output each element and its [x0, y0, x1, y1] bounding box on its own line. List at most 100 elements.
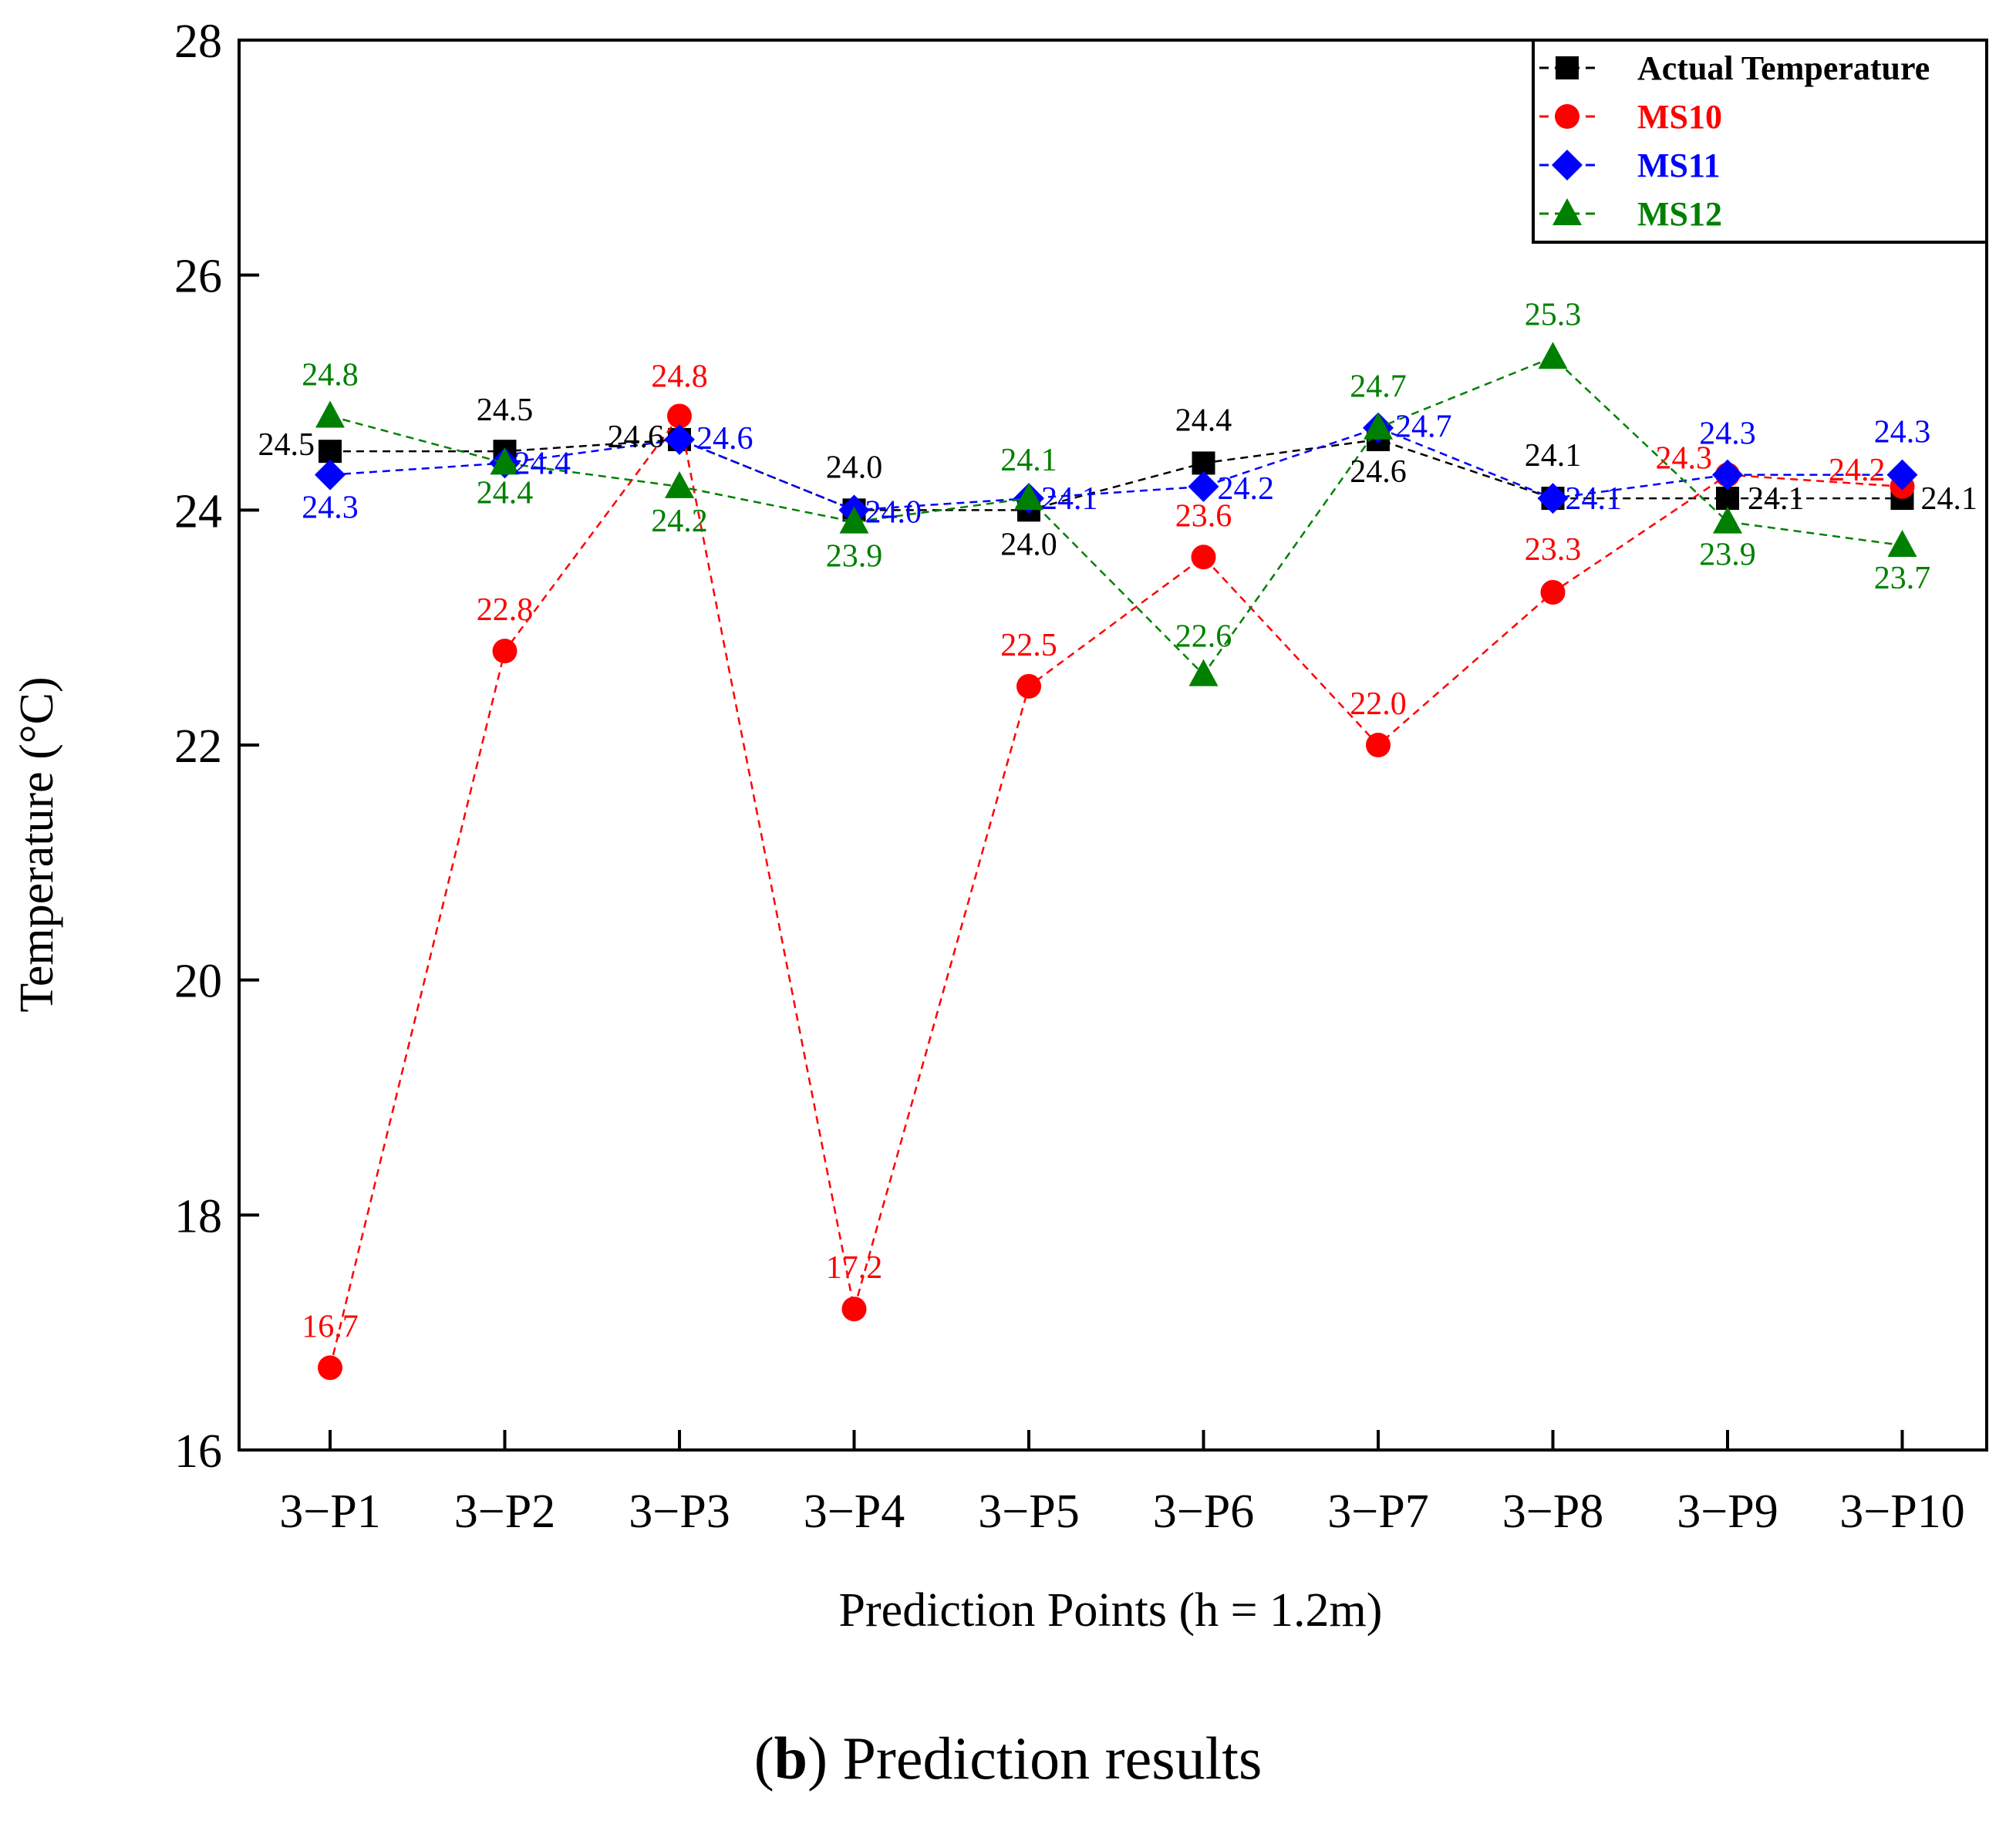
legend-entry: Actual Temperature — [1637, 49, 1930, 87]
data-point-marker — [1016, 673, 1041, 699]
data-label: 22.5 — [1000, 628, 1057, 663]
series-line — [329, 356, 1903, 676]
x-tick-label: 3−P8 — [1502, 1485, 1603, 1538]
data-label: 24.1 — [1748, 481, 1805, 517]
legend-marker — [1552, 150, 1583, 180]
data-label: 24.4 — [1175, 403, 1232, 438]
data-label: 22.8 — [477, 592, 534, 628]
data-point-marker — [1716, 487, 1739, 511]
data-label: 17.2 — [826, 1250, 883, 1286]
data-label: 24.6 — [608, 420, 665, 455]
data-point-marker — [319, 440, 342, 464]
data-label: 24.0 — [865, 494, 922, 530]
data-point-marker — [1366, 733, 1391, 757]
data-point-marker — [490, 447, 520, 475]
legend-marker — [1556, 56, 1579, 79]
data-label: 22.6 — [1175, 619, 1232, 655]
data-label: 23.7 — [1874, 561, 1931, 596]
data-label: 24.2 — [651, 504, 708, 539]
data-label: 24.1 — [1921, 481, 1978, 517]
data-point-marker — [1191, 545, 1216, 570]
legend-box — [1532, 39, 1988, 244]
data-label: 24.6 — [1350, 454, 1407, 490]
data-label: 24.6 — [696, 421, 753, 457]
legend: Actual Temperature MS10 MS11 MS12 — [1532, 39, 1988, 244]
series-line — [329, 427, 1903, 511]
x-axis-title: Prediction Points (h = 1.2m) — [839, 1584, 1383, 1637]
legend-entry: MS10 — [1637, 98, 1722, 136]
data-label: 24.4 — [514, 446, 571, 481]
data-label: 24.7 — [1350, 369, 1407, 405]
data-label: 24.3 — [1874, 415, 1931, 450]
series-line — [330, 438, 1903, 511]
data-label: 24.8 — [302, 357, 359, 393]
y-tick-label: 16 — [174, 1425, 222, 1478]
data-label: 24.5 — [477, 393, 534, 428]
data-label: 24.1 — [1566, 481, 1623, 517]
data-point-marker — [1887, 530, 1917, 558]
x-tick-label: 3−P4 — [804, 1485, 905, 1538]
y-axis-title: Temperature (°C) — [11, 676, 63, 1012]
data-point-marker — [1712, 459, 1743, 491]
data-point-marker — [667, 403, 692, 429]
data-point-marker — [315, 459, 346, 491]
data-point-marker — [1188, 470, 1219, 502]
figure-caption: (b) Prediction results — [753, 1725, 1263, 1792]
x-tick-label: 3−P7 — [1327, 1485, 1428, 1538]
data-label: 23.6 — [1175, 498, 1232, 534]
legend-entry: MS11 — [1637, 147, 1721, 184]
data-point-marker — [1713, 506, 1742, 534]
x-tick-label: 3−P3 — [629, 1485, 730, 1538]
data-label: 24.4 — [477, 475, 534, 511]
y-tick-label: 26 — [174, 251, 222, 303]
data-label: 24.1 — [1041, 481, 1098, 517]
data-label: 24.2 — [1829, 453, 1886, 488]
data-label: 23.9 — [826, 539, 883, 575]
data-point-marker — [665, 470, 694, 498]
caption-label: b — [774, 1725, 808, 1792]
y-tick-label: 24 — [174, 485, 222, 538]
data-label: 24.8 — [651, 359, 708, 394]
data-point-marker — [1192, 451, 1215, 475]
data-point-marker — [664, 423, 695, 455]
data-point-marker — [1538, 342, 1568, 369]
data-label: 25.3 — [1525, 297, 1582, 332]
series-group — [315, 342, 1918, 1381]
y-tick-label: 22 — [174, 720, 222, 773]
axes: 16 18 20 22 24 26 28 3−P1 3−P2 3−P3 3−P4 3−P5 3−P6 3−… — [174, 15, 1988, 1538]
data-label: 24.7 — [1395, 410, 1452, 445]
x-tick-label: 3−P5 — [978, 1485, 1079, 1538]
data-point-marker — [1886, 459, 1918, 491]
x-tick-label: 3−P1 — [279, 1485, 380, 1538]
data-label: 23.9 — [1699, 538, 1756, 573]
data-point-marker — [1537, 483, 1569, 514]
x-tick-label: 3−P6 — [1153, 1485, 1254, 1538]
data-label: 16.7 — [302, 1309, 359, 1344]
data-point-marker — [1540, 579, 1566, 605]
plot-frame — [238, 39, 1988, 1452]
data-label: 24.0 — [826, 450, 883, 485]
x-tick-label: 3−P2 — [454, 1485, 555, 1538]
data-label: 23.3 — [1525, 532, 1582, 568]
data-point-marker — [492, 639, 517, 664]
x-tick-label: 3−P10 — [1839, 1485, 1964, 1538]
data-label: 24.3 — [1656, 441, 1713, 477]
data-labels: 24.524.524.624.024.024.424.6 24.124.1 24.1… — [258, 297, 1978, 1344]
data-point-marker — [1188, 659, 1219, 686]
legend-marker — [1552, 198, 1582, 225]
series-line — [329, 413, 1903, 1368]
data-point-marker — [1014, 483, 1043, 511]
data-label: 22.0 — [1350, 686, 1407, 722]
data-label: 24.1 — [1525, 438, 1582, 474]
y-tick-label: 28 — [174, 15, 222, 68]
y-tick-label: 20 — [174, 956, 222, 1008]
data-label: 24.0 — [1000, 527, 1057, 562]
data-point-marker — [839, 506, 869, 534]
data-label: 24.5 — [258, 427, 315, 463]
data-label: 24.3 — [1699, 416, 1756, 452]
legend-entry: MS12 — [1637, 195, 1722, 233]
data-label: 24.2 — [1218, 471, 1275, 507]
data-label: 24.1 — [1000, 443, 1057, 478]
legend-marker — [1555, 104, 1579, 129]
